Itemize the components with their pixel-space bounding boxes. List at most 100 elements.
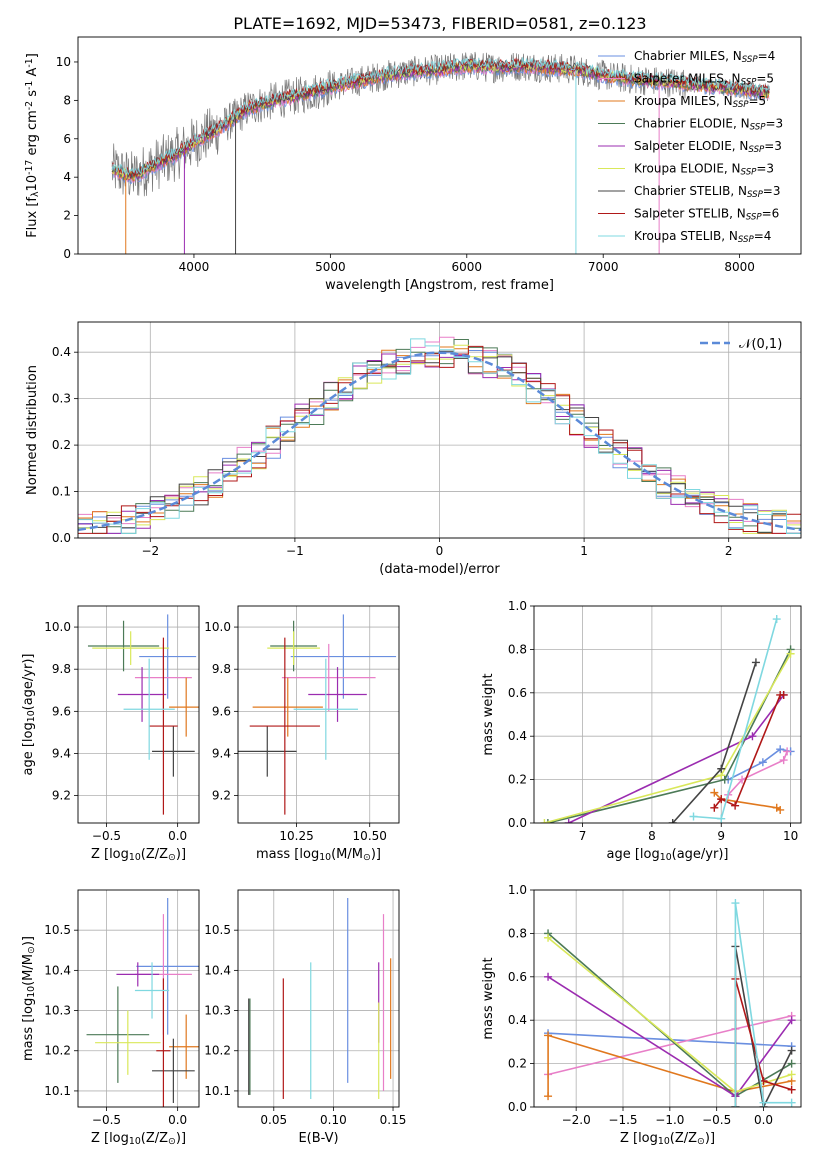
grid-lines	[78, 606, 199, 823]
x-tick-label: 9	[717, 829, 725, 843]
x-tick-label: −0.5	[702, 1113, 731, 1127]
y-tick-label: 8	[63, 93, 71, 107]
weight-marker	[544, 933, 553, 942]
x-tick-label: 5000	[315, 260, 346, 274]
legend-label: Salpeter ELODIE, NSSP=3	[634, 139, 782, 155]
axes-frame	[533, 889, 802, 1108]
legend-label: Salpeter MILES, NSSP=5	[634, 72, 774, 88]
weight-marker	[720, 775, 729, 784]
x-tick-label: 1	[580, 544, 588, 558]
y-tick-label: 10	[56, 55, 71, 69]
legend-label: Chabrier MILES, NSSP=4	[634, 49, 775, 65]
weight-marker	[748, 732, 757, 741]
x-tick-label: 8	[648, 829, 656, 843]
grid-lines	[78, 890, 199, 1107]
weight-line	[727, 751, 788, 796]
weight-marker	[772, 615, 781, 624]
weight-marker	[783, 747, 792, 756]
z-weight-axes: −2.0 −1.5 −1.0 −0.5 0.0 0.0 0.2 0.4 0.6 0.8 1.0 Z […	[481, 883, 802, 1147]
weight-marker	[544, 1092, 553, 1101]
y-axis-label: age [log10(age/yr)]	[21, 654, 37, 776]
x-axis-label: mass [log10(M/M⊙)]	[256, 847, 381, 863]
weight-marker	[787, 1046, 796, 1055]
weight-line	[727, 748, 791, 781]
axes-frame	[77, 36, 802, 255]
x-tick-label: 7000	[588, 260, 619, 274]
plot-area	[544, 899, 796, 1107]
x-axis-label: (data-model)/error	[379, 562, 500, 577]
y-tick-label: 0.1	[52, 485, 71, 499]
x-tick-label: −0.5	[92, 1113, 121, 1127]
y-tick-label: 0.4	[508, 729, 527, 743]
y-tick-label: 9.8	[52, 662, 71, 676]
y-tick-label: 1.0	[508, 599, 527, 613]
x-axis-label: E(B-V)	[298, 1131, 338, 1146]
weight-marker	[751, 658, 760, 667]
figure-title: PLATE=1692, MJD=53473, FIBERID=0581, z=0…	[233, 14, 646, 33]
model-spectrum	[111, 56, 770, 178]
legend-label: Chabrier ELODIE, NSSP=3	[634, 117, 783, 133]
weight-marker	[758, 758, 767, 767]
x-tick-label: 0.0	[168, 829, 187, 843]
y-tick-label: 9.8	[212, 662, 231, 676]
y-tick-label: 0.0	[508, 1100, 527, 1114]
z-mass-axes: −0.5 0.0 10.1 10.2 10.3 10.4 10.5 Z [log10(Z/Z⊙…	[21, 889, 200, 1147]
weight-marker	[731, 899, 740, 908]
weight-marker	[738, 775, 747, 784]
mass-age-axes: 10.25 10.50 9.2 9.4 9.6 9.8 10.0 mass [log10(M/…	[204, 605, 400, 863]
x-tick-label: 6000	[452, 260, 483, 274]
y-axis-label: mass [log10(M/M⊙)]	[21, 936, 37, 1061]
legend-label: Kroupa ELODIE, NSSP=3	[634, 162, 774, 178]
residual-histogram	[78, 345, 801, 534]
weight-marker	[786, 649, 795, 658]
y-tick-label: 9.2	[212, 789, 231, 803]
plot-area	[248, 898, 392, 1099]
plot-area	[540, 615, 795, 823]
weight-marker	[543, 819, 552, 823]
axes-frame	[77, 889, 200, 1108]
y-tick-label: 10.4	[204, 963, 231, 977]
y-tick-label: 9.4	[212, 746, 231, 760]
x-tick-label: 0.15	[380, 1113, 407, 1127]
y-tick-label: 10.5	[204, 923, 231, 937]
grid-lines	[238, 606, 399, 823]
y-tick-label: 10.1	[204, 1084, 231, 1098]
legend-label: 𝒩(0,1)	[739, 337, 782, 352]
y-tick-label: 10.2	[44, 1044, 71, 1058]
weight-marker	[787, 1098, 796, 1107]
weight-marker	[787, 1070, 796, 1079]
weight-marker	[717, 764, 726, 773]
x-tick-label: −1	[286, 544, 304, 558]
x-axis-label: wavelength [Angstrom, rest frame]	[325, 278, 554, 293]
x-tick-label: −2.0	[562, 1113, 591, 1127]
y-tick-label: 10.0	[44, 620, 71, 634]
plot-area	[87, 614, 199, 815]
plot-area	[111, 51, 770, 254]
weight-marker	[717, 814, 726, 823]
weight-marker	[544, 1031, 553, 1040]
y-tick-label: 0.4	[52, 345, 71, 359]
plot-area	[78, 336, 801, 534]
y-tick-label: 9.2	[52, 789, 71, 803]
model-spectrum	[111, 56, 770, 176]
x-tick-label: 0.0	[754, 1113, 773, 1127]
x-tick-label: −1.0	[655, 1113, 684, 1127]
weight-marker	[689, 812, 698, 821]
axes-frame	[237, 889, 400, 1108]
axes-frame	[77, 605, 200, 824]
x-tick-label: 7	[579, 829, 587, 843]
y-tick-label: 0.2	[508, 1057, 527, 1071]
grid-lines	[238, 890, 399, 1107]
x-axis-label: Z [log10(Z/Z⊙)]	[620, 1131, 715, 1147]
spectrum-axes: 4000 5000 6000 7000 8000 0 2 4 6 8 10 wavelength [A…	[24, 36, 802, 293]
y-tick-label: 10.3	[204, 1004, 231, 1018]
y-tick-label: 10.2	[204, 1044, 231, 1058]
x-tick-label: 4000	[179, 260, 210, 274]
y-tick-label: 2	[63, 209, 71, 223]
x-tick-label: 0.0	[168, 1113, 187, 1127]
y-axis-label: mass weight	[481, 957, 496, 1039]
legend-label: Chabrier STELIB, NSSP=3	[634, 184, 781, 200]
x-axis-label: Z [log10(Z/Z⊙)]	[91, 1131, 186, 1147]
x-tick-label: 10	[783, 829, 798, 843]
